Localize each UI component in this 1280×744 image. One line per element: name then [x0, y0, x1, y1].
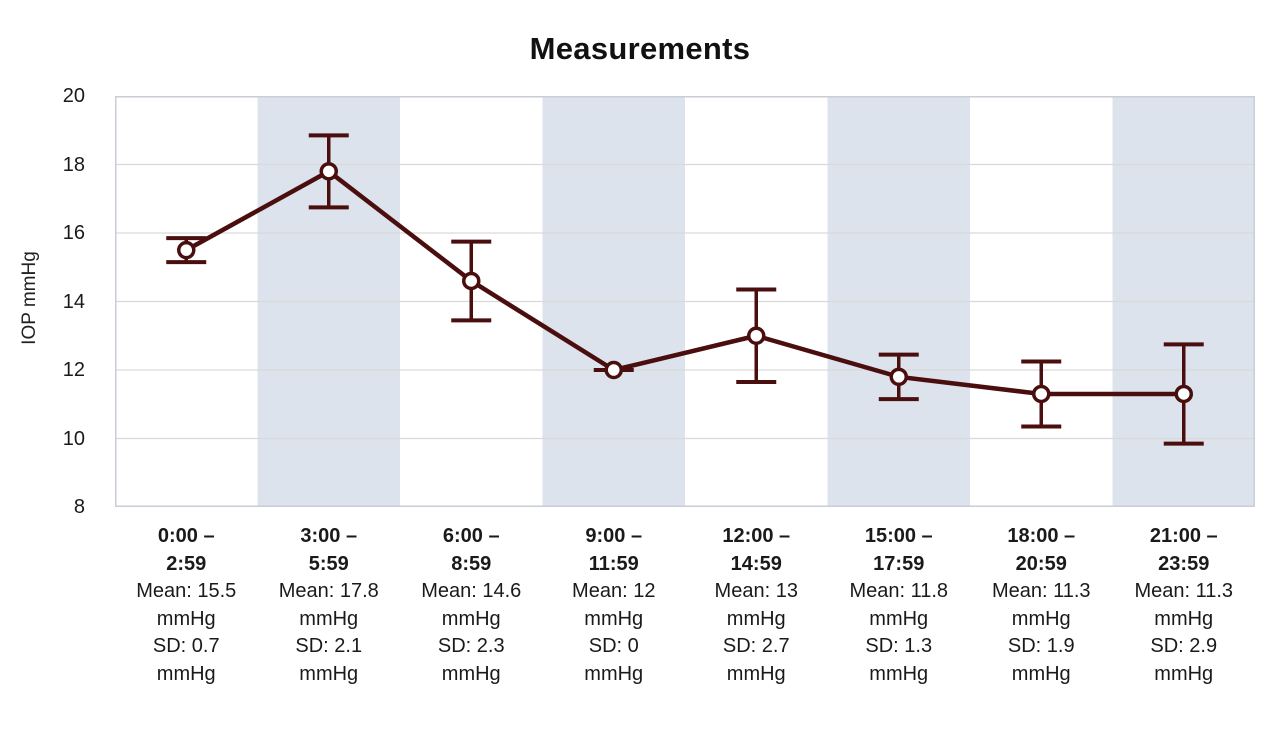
chart-title: Measurements: [529, 31, 751, 66]
x-tick-stat-label: SD: 2.3: [437, 635, 505, 657]
x-tick-time-label: 8:59: [451, 552, 492, 575]
x-tick-stat-label: mmHg: [584, 662, 644, 685]
x-tick-stat-label: SD: 2.7: [722, 635, 790, 657]
x-tick-stat-label: SD: 0: [588, 635, 639, 657]
data-point-marker: [462, 271, 481, 291]
x-tick-stat-label: mmHg: [726, 607, 786, 630]
x-tick-time-label: 11:59: [588, 552, 639, 575]
data-point-marker: [747, 326, 766, 345]
x-tick-label-group: 12:00 – 14:59 Mean: 13 mmHg SD: 2.7 mmHg: [685, 523, 828, 688]
x-tick-label-group: 0:00 – 2:59 Mean: 15.5 mmHg SD: 0.7 mmHg: [115, 523, 258, 688]
x-tick-stat-label: mmHg: [441, 607, 501, 630]
x-tick-stat-label: Mean: 14.6: [421, 580, 522, 602]
x-tick-time-label: 14:59: [730, 552, 782, 575]
x-tick-stat-label: mmHg: [726, 662, 786, 685]
data-point-marker: [1032, 384, 1051, 404]
x-tick-stat-label: SD: 0.7: [152, 635, 220, 657]
x-tick-time-label: 2:59: [166, 552, 207, 575]
x-tick-time-label: 18:00 –: [1007, 525, 1076, 547]
x-axis-tick-labels: 0:00 –2:59 Mean: 15.5 mmHg SD: 0.7 mmHg 3:00 …: [115, 523, 1255, 688]
data-point-marker: [1174, 384, 1193, 404]
data-point-marker: [177, 240, 196, 260]
x-tick-time-label: 3:00 –: [300, 525, 358, 547]
x-tick-stat-label: mmHg: [156, 607, 216, 630]
x-tick-time-label: 23:59: [1158, 552, 1210, 575]
x-tick-stat-label: mmHg: [156, 662, 216, 685]
x-tick-time-label: 0:00 –: [157, 525, 215, 547]
x-tick-time-label: 6:00 –: [442, 525, 500, 547]
plot-border: [115, 96, 1255, 507]
x-tick-time-label: 5:59: [308, 552, 349, 575]
x-tick-stat-label: mmHg: [1011, 662, 1071, 685]
x-tick-stat-label: mmHg: [299, 662, 359, 685]
x-tick-stat-label: mmHg: [1154, 662, 1214, 685]
x-tick-stat-label: Mean: 11.3: [991, 580, 1091, 602]
x-tick-stat-label: mmHg: [299, 607, 359, 630]
x-tick-label-group: 21:00 – 23:59 Mean: 11.3 mmHg SD: 2.9 mmHg: [1113, 523, 1256, 688]
x-tick-stat-label: Mean: 11.3: [1134, 580, 1234, 602]
x-tick-stat-label: Mean: 11.8: [849, 580, 949, 602]
y-tick-label: 18: [62, 153, 85, 176]
x-tick-stat-label: mmHg: [869, 607, 929, 630]
data-point-marker: [604, 360, 623, 380]
x-tick-time-label: 12:00 –: [722, 525, 791, 547]
x-tick-label-group: 15:00 – 17:59 Mean: 11.8 mmHg SD: 1.3 mmHg: [828, 523, 971, 688]
x-tick-stat-label: SD: 1.9: [1007, 635, 1075, 657]
x-tick-stat-label: mmHg: [584, 607, 644, 630]
x-tick-time-label: 20:59: [1015, 552, 1067, 575]
plot-area: [115, 96, 1255, 507]
x-tick-stat-label: mmHg: [1154, 607, 1214, 630]
x-tick-stat-label: mmHg: [441, 662, 501, 685]
y-tick-label: 14: [62, 290, 85, 313]
x-tick-stat-label: mmHg: [1011, 607, 1071, 630]
x-tick-stat-label: mmHg: [869, 662, 929, 685]
x-tick-time-label: 21:00 –: [1149, 525, 1218, 547]
y-tick-label: 20: [62, 85, 85, 107]
x-tick-time-label: 9:00 –: [585, 525, 643, 547]
y-tick-label: 16: [62, 222, 85, 244]
y-tick-label: 12: [62, 359, 85, 381]
x-tick-stat-label: SD: 1.3: [865, 635, 933, 657]
x-tick-time-label: 17:59: [873, 552, 925, 575]
x-tick-label-group: 9:00 – 11:59 Mean: 12 mmHg SD: 0 mmHg: [543, 523, 686, 688]
x-tick-label-group: 6:00 – 8:59 Mean: 14.6 mmHg SD: 2.3 mmHg: [400, 523, 543, 688]
x-tick-stat-label: SD: 2.9: [1150, 635, 1218, 657]
data-point-marker: [889, 367, 908, 387]
x-tick-stat-label: SD: 2.1: [295, 635, 363, 657]
x-tick-time-label: 15:00 –: [864, 525, 933, 547]
x-tick-stat-label: Mean: 13: [714, 580, 798, 602]
x-tick-label-group: 18:00 – 20:59 Mean: 11.3 mmHg SD: 1.9 mmHg: [970, 523, 1113, 688]
y-tick-label: 10: [62, 427, 85, 450]
x-tick-stat-label: Mean: 17.8: [278, 580, 379, 602]
x-tick-stat-label: Mean: 15.5: [136, 580, 237, 602]
y-tick-label: 8: [73, 496, 85, 518]
x-tick-stat-label: Mean: 12: [572, 580, 656, 602]
x-tick-label-group: 3:00 – 5:59 Mean: 17.8 mmHg SD: 2.1 mmHg: [258, 523, 401, 688]
series-line: [185, 168, 1184, 397]
data-point-marker: [319, 162, 338, 181]
